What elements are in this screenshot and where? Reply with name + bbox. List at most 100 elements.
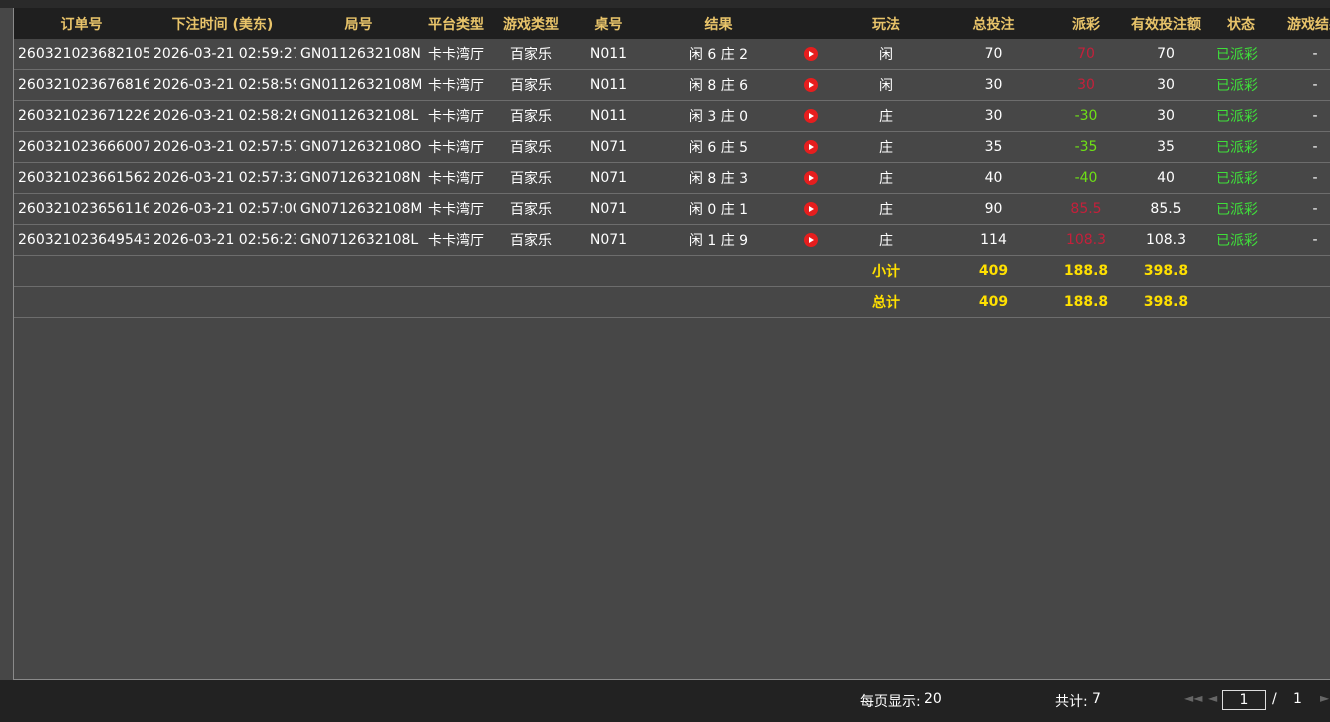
replay-cell (791, 131, 831, 163)
cell: N071 (571, 131, 646, 163)
cell: 2026-03-21 02:57:00 (149, 193, 296, 225)
replay-button[interactable] (804, 171, 818, 185)
cell: 260321023676816 (14, 69, 149, 101)
cell: 庄 (831, 162, 941, 194)
column-header: 派彩 (1046, 8, 1126, 39)
summary-payout: 188.8 (1046, 255, 1126, 287)
bet-row: 260321023676816 2026-03-21 02:58:59 GN0112… (14, 69, 1330, 101)
cell: 30 (1046, 69, 1126, 101)
cell: 已派彩 (1206, 131, 1276, 163)
cell: 260321023682105 (14, 39, 149, 70)
column-header: 局号 (296, 8, 421, 39)
cell: GN0112632108L (296, 100, 421, 132)
cell: GN0712632108O (296, 131, 421, 163)
cell: 2026-03-21 02:58:59 (149, 69, 296, 101)
column-header: 结果 (646, 8, 791, 39)
cell (1206, 286, 1330, 318)
cell: - (1276, 131, 1330, 163)
cell: 闲 (831, 69, 941, 101)
cell: 85.5 (1046, 193, 1126, 225)
cell (14, 286, 831, 318)
replay-cell (791, 224, 831, 256)
cell: 108.3 (1046, 224, 1126, 256)
replay-button[interactable] (804, 47, 818, 61)
bet-table: 订单号 下注时间 (美东) 局号 平台类型 游戏类型 桌号 结果 玩法 总投注 派彩 有效投注额 状态… (14, 8, 1330, 318)
replay-button[interactable] (804, 233, 818, 247)
count-label: 共计: (1055, 694, 1088, 710)
column-header: 平台类型 (421, 8, 491, 39)
cell: GN0712632108N (296, 162, 421, 194)
column-header: 玩法 (831, 8, 941, 39)
per-page[interactable]: 20 (924, 691, 942, 707)
replay-cell (791, 162, 831, 194)
bet-row: 260321023666007 2026-03-21 02:57:57 GN0712… (14, 131, 1330, 163)
cell: 百家乐 (491, 39, 571, 70)
cell: 百家乐 (491, 100, 571, 132)
top-bar (0, 0, 1330, 8)
summary-row: 总计 409 188.8 398.8 (14, 286, 1330, 318)
cell: 2026-03-21 02:59:27 (149, 39, 296, 70)
first-page[interactable]: ◄◄ (1184, 691, 1203, 705)
cell: N071 (571, 224, 646, 256)
cell: 40 (941, 162, 1046, 194)
cell: - (1276, 69, 1330, 101)
cell: -35 (1046, 131, 1126, 163)
cell: 庄 (831, 224, 941, 256)
table-container: 订单号 下注时间 (美东) 局号 平台类型 游戏类型 桌号 结果 玩法 总投注 派彩 有效投注额 状态… (13, 8, 1330, 680)
summary-payout: 188.8 (1046, 286, 1126, 318)
header-row: 订单号 下注时间 (美东) 局号 平台类型 游戏类型 桌号 结果 玩法 总投注 派彩 有效投注额 状态… (14, 8, 1330, 39)
cell: 40 (1126, 162, 1206, 194)
cell: 70 (941, 39, 1046, 70)
page-separator: / (1272, 691, 1277, 707)
replay-button[interactable] (804, 109, 818, 123)
cell: 已派彩 (1206, 224, 1276, 256)
cell: 108.3 (1126, 224, 1206, 256)
cell: 2026-03-21 02:57:32 (149, 162, 296, 194)
summary-label: 总计 (831, 286, 941, 318)
cell: -30 (1046, 100, 1126, 132)
cell: N011 (571, 39, 646, 70)
cell: 卡卡湾厅 (421, 100, 491, 132)
replay-cell (791, 193, 831, 225)
cell: - (1276, 224, 1330, 256)
cell: 卡卡湾厅 (421, 69, 491, 101)
cell (14, 255, 831, 287)
cell: - (1276, 162, 1330, 194)
cell: 闲 (831, 39, 941, 70)
cell: 已派彩 (1206, 69, 1276, 101)
prev-page[interactable]: ◄ (1208, 691, 1218, 705)
cell: - (1276, 39, 1330, 70)
cell: 已派彩 (1206, 162, 1276, 194)
cell: -40 (1046, 162, 1126, 194)
cell: - (1276, 193, 1330, 225)
cell: N011 (571, 100, 646, 132)
total-pages: 1 (1293, 691, 1302, 707)
summary-total-bet: 409 (941, 255, 1046, 287)
cell: GN0712632108M (296, 193, 421, 225)
page-input[interactable]: 1 (1222, 690, 1266, 710)
replay-button[interactable] (804, 202, 818, 216)
cell: 260321023666007 (14, 131, 149, 163)
cell (1206, 255, 1330, 287)
cell: 闲 6 庄 2 (646, 39, 791, 70)
cell: 260321023671226 (14, 100, 149, 132)
cell: 260321023661562 (14, 162, 149, 194)
cell: GN0112632108N (296, 39, 421, 70)
cell: 闲 8 庄 6 (646, 69, 791, 101)
bet-row: 260321023661562 2026-03-21 02:57:32 GN0712… (14, 162, 1330, 194)
next-page[interactable]: ► (1320, 691, 1330, 705)
cell: 30 (1126, 69, 1206, 101)
column-header (791, 8, 831, 39)
replay-button[interactable] (804, 78, 818, 92)
cell: 百家乐 (491, 224, 571, 256)
cell: 2026-03-21 02:57:57 (149, 131, 296, 163)
column-header: 下注时间 (美东) (149, 8, 296, 39)
summary-row: 小计 409 188.8 398.8 (14, 255, 1330, 287)
replay-button[interactable] (804, 140, 818, 154)
summary-valid-bet: 398.8 (1126, 286, 1206, 318)
cell: 庄 (831, 131, 941, 163)
cell: 闲 0 庄 1 (646, 193, 791, 225)
cell: 百家乐 (491, 193, 571, 225)
cell: 闲 8 庄 3 (646, 162, 791, 194)
cell: 闲 1 庄 9 (646, 224, 791, 256)
